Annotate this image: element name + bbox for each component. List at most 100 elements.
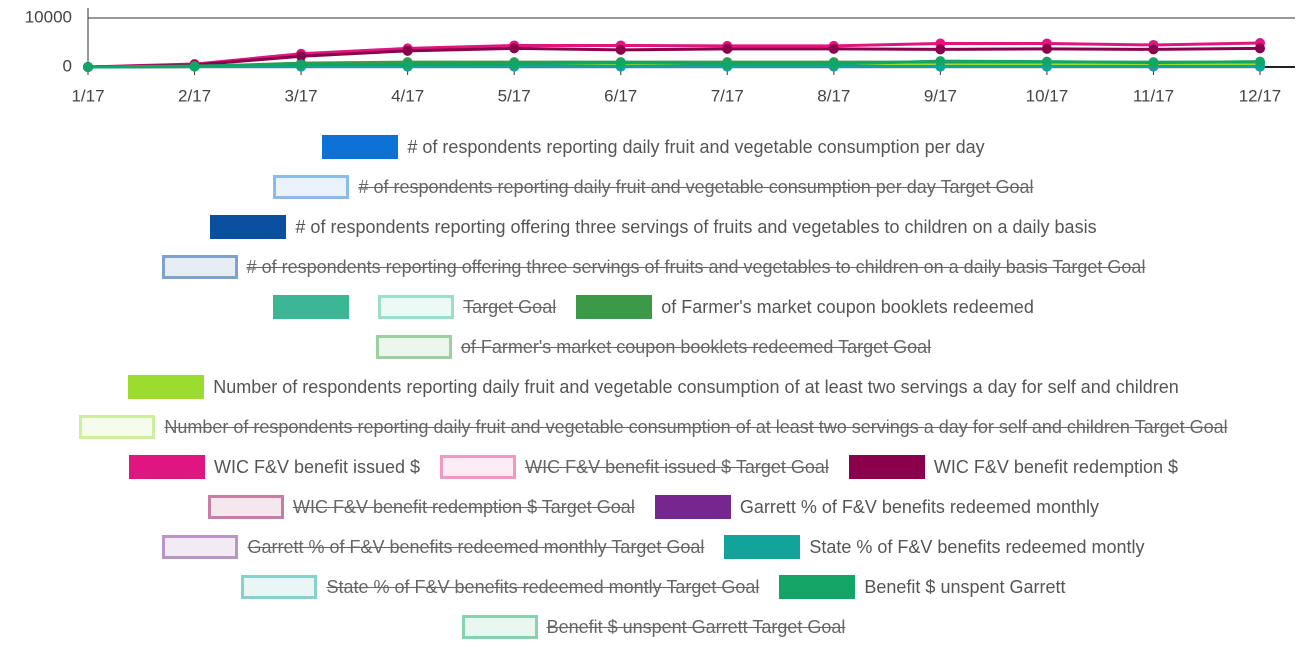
legend-swatch — [440, 455, 516, 479]
point — [722, 59, 732, 69]
point — [616, 58, 626, 68]
legend-label: Garrett % of F&V benefits redeemed month… — [247, 537, 704, 558]
x-tick-label: 3/17 — [285, 86, 318, 105]
legend-item[interactable]: Garrett % of F&V benefits redeemed month… — [655, 495, 1099, 519]
legend-label: of Farmer's market coupon booklets redee… — [461, 337, 931, 358]
legend-row: State % of F&V benefits redeemed montly … — [0, 567, 1307, 607]
legend-row: # of respondents reporting daily fruit a… — [0, 167, 1307, 207]
legend-swatch — [129, 455, 205, 479]
legend-item[interactable]: WIC F&V benefit issued $ — [129, 455, 420, 479]
legend-swatch — [208, 495, 284, 519]
legend-row: of Farmer's market coupon booklets redee… — [0, 327, 1307, 367]
legend-label: # of respondents reporting offering thre… — [295, 217, 1096, 238]
legend: # of respondents reporting daily fruit a… — [0, 127, 1307, 647]
legend-label: of Farmer's market coupon booklets redee… — [661, 297, 1034, 318]
legend-swatch — [462, 615, 538, 639]
legend-item[interactable]: of Farmer's market coupon booklets redee… — [376, 335, 931, 359]
legend-row: # of respondents reporting offering thre… — [0, 247, 1307, 287]
x-tick-label: 6/17 — [604, 86, 637, 105]
legend-swatch — [162, 535, 238, 559]
legend-label: WIC F&V benefit issued $ Target Goal — [525, 457, 829, 478]
legend-label: WIC F&V benefit issued $ — [214, 457, 420, 478]
point — [829, 59, 839, 69]
legend-swatch — [322, 135, 398, 159]
legend-label: # of respondents reporting daily fruit a… — [407, 137, 984, 158]
legend-row: Benefit $ unspent Garrett Target Goal — [0, 607, 1307, 647]
point — [190, 61, 200, 71]
legend-swatch — [576, 295, 652, 319]
legend-swatch — [79, 415, 155, 439]
legend-swatch — [378, 295, 454, 319]
legend-item[interactable]: WIC F&V benefit redemption $ — [849, 455, 1178, 479]
legend-label: WIC F&V benefit redemption $ — [934, 457, 1178, 478]
legend-swatch — [241, 575, 317, 599]
legend-row: WIC F&V benefit issued $ WIC F&V benefit … — [0, 447, 1307, 487]
legend-item[interactable]: Benefit $ unspent Garrett — [779, 575, 1065, 599]
legend-item[interactable]: of Farmer's market coupon booklets redee… — [576, 295, 1034, 319]
y-tick-label: 0 — [63, 56, 72, 75]
legend-label: Number of respondents reporting daily fr… — [164, 417, 1227, 438]
legend-item[interactable] — [273, 295, 358, 319]
legend-row: Target Goal of Farmer's market coupon boo… — [0, 287, 1307, 327]
point — [1255, 43, 1265, 53]
legend-row: # of respondents reporting daily fruit a… — [0, 127, 1307, 167]
point — [1255, 57, 1265, 67]
x-tick-label: 4/17 — [391, 86, 424, 105]
legend-item[interactable]: State % of F&V benefits redeemed montly — [724, 535, 1144, 559]
x-tick-label: 11/17 — [1133, 86, 1174, 105]
legend-label: # of respondents reporting offering thre… — [247, 257, 1146, 278]
point — [83, 62, 93, 72]
legend-item[interactable]: Number of respondents reporting daily fr… — [128, 375, 1179, 399]
legend-item[interactable]: Benefit $ unspent Garrett Target Goal — [462, 615, 846, 639]
legend-label: Benefit $ unspent Garrett — [864, 577, 1065, 598]
legend-swatch — [779, 575, 855, 599]
x-tick-label: 12/17 — [1239, 86, 1282, 105]
legend-item[interactable]: # of respondents reporting offering thre… — [162, 255, 1146, 279]
legend-item[interactable]: Target Goal — [378, 295, 556, 319]
point — [403, 60, 413, 70]
legend-label: WIC F&V benefit redemption $ Target Goal — [293, 497, 635, 518]
legend-swatch — [273, 175, 349, 199]
point — [722, 44, 732, 54]
legend-label: Number of respondents reporting daily fr… — [213, 377, 1179, 398]
x-tick-label: 1/17 — [71, 86, 104, 105]
legend-item[interactable]: # of respondents reporting offering thre… — [210, 215, 1096, 239]
point — [296, 60, 306, 70]
legend-label: Target Goal — [463, 297, 556, 318]
legend-item[interactable]: Number of respondents reporting daily fr… — [79, 415, 1227, 439]
legend-row: Number of respondents reporting daily fr… — [0, 367, 1307, 407]
legend-item[interactable]: WIC F&V benefit redemption $ Target Goal — [208, 495, 635, 519]
point — [935, 44, 945, 54]
legend-row: # of respondents reporting offering thre… — [0, 207, 1307, 247]
legend-item[interactable]: WIC F&V benefit issued $ Target Goal — [440, 455, 829, 479]
point — [935, 56, 945, 66]
point — [1148, 44, 1158, 54]
legend-item[interactable]: Garrett % of F&V benefits redeemed month… — [162, 535, 704, 559]
legend-label: State % of F&V benefits redeemed montly … — [326, 577, 759, 598]
x-tick-label: 5/17 — [498, 86, 531, 105]
legend-item[interactable]: State % of F&V benefits redeemed montly … — [241, 575, 759, 599]
legend-swatch — [376, 335, 452, 359]
legend-item[interactable]: # of respondents reporting daily fruit a… — [322, 135, 984, 159]
point — [1148, 58, 1158, 68]
legend-row: Number of respondents reporting daily fr… — [0, 407, 1307, 447]
point — [616, 45, 626, 55]
x-tick-label: 7/17 — [711, 86, 744, 105]
point — [509, 43, 519, 53]
x-tick-label: 2/17 — [178, 86, 211, 105]
legend-swatch — [724, 535, 800, 559]
legend-item[interactable]: # of respondents reporting daily fruit a… — [273, 175, 1033, 199]
legend-swatch — [210, 215, 286, 239]
legend-label: Garrett % of F&V benefits redeemed month… — [740, 497, 1099, 518]
legend-swatch — [162, 255, 238, 279]
legend-label: State % of F&V benefits redeemed montly — [809, 537, 1144, 558]
point — [403, 46, 413, 56]
x-tick-label: 10/17 — [1026, 86, 1069, 105]
legend-swatch — [655, 495, 731, 519]
legend-label: # of respondents reporting daily fruit a… — [358, 177, 1033, 198]
x-tick-label: 8/17 — [817, 86, 850, 105]
legend-row: WIC F&V benefit redemption $ Target Goal… — [0, 487, 1307, 527]
y-tick-label: 10000 — [25, 7, 72, 26]
